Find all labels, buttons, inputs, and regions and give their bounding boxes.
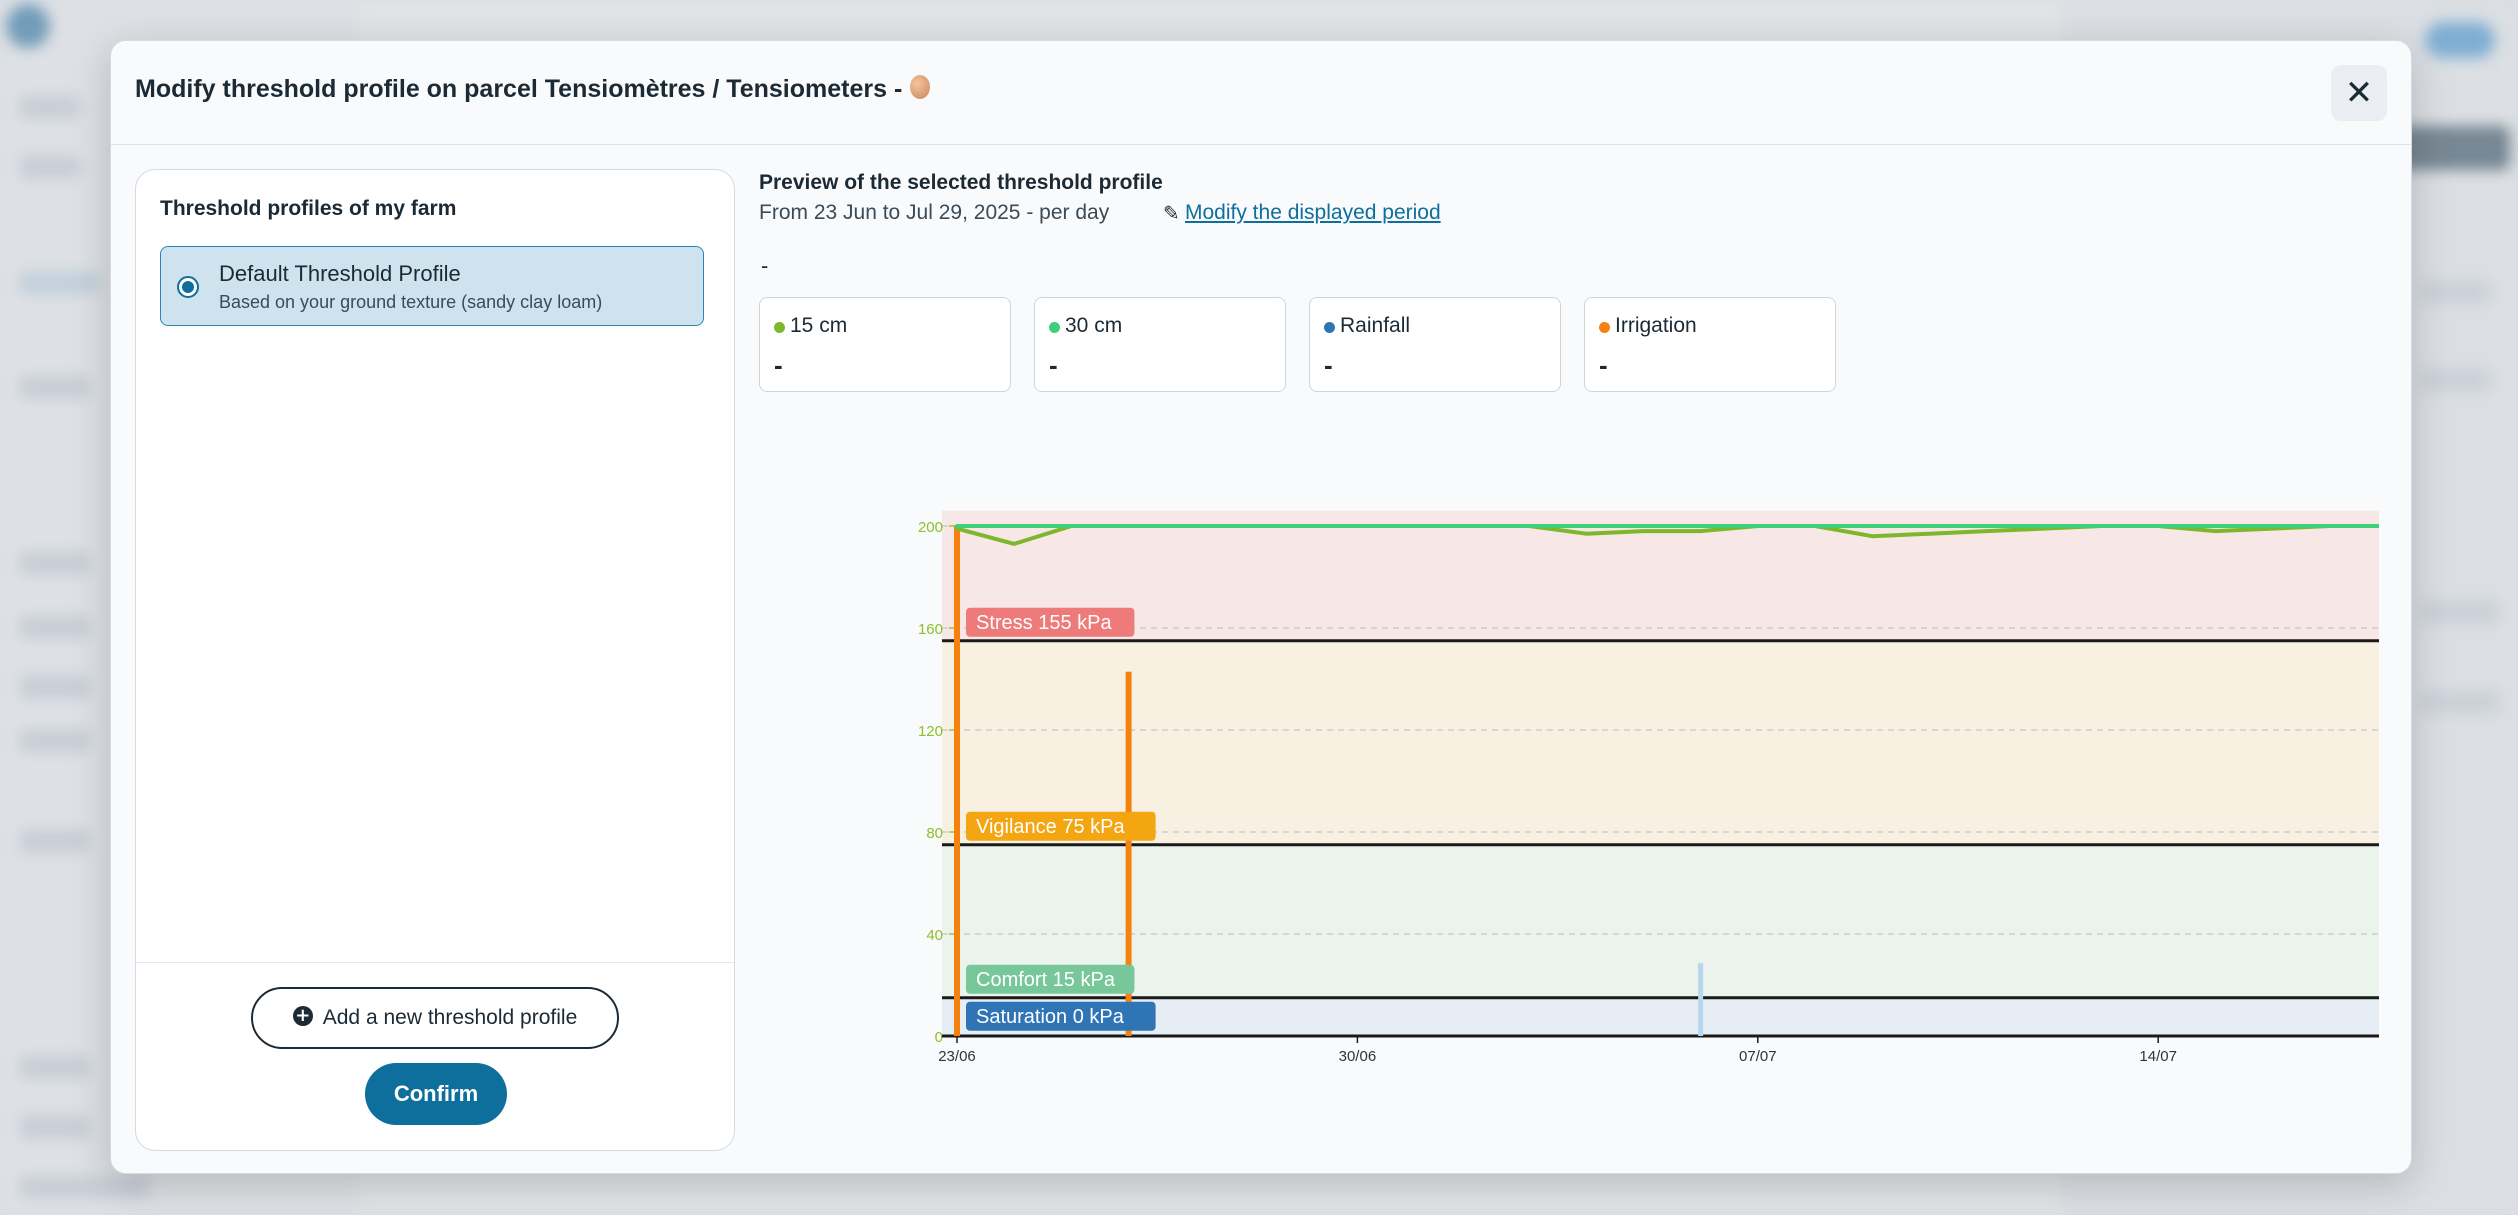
background-nav-item [20, 676, 90, 698]
modal-header: Modify threshold profile on parcel Tensi… [111, 41, 2411, 145]
metric-value: - [1324, 350, 1333, 380]
background-toggle [2425, 22, 2495, 58]
legend-dot-irrigation [1599, 322, 1610, 333]
metric-label: 30 cm [1065, 314, 1123, 337]
zone-badge-comfort: Comfort 15 kPa [966, 964, 1135, 994]
metric-label: 15 cm [790, 314, 848, 337]
irrigation-bar [1125, 671, 1132, 1036]
legend-dot-rainfall [1324, 322, 1335, 333]
y-left-tick-label: 80 [926, 825, 943, 842]
modal-title: Modify threshold profile on parcel Tensi… [135, 75, 931, 104]
y-left-tick-label: 120 [918, 723, 943, 740]
x-tick-label: 23/06 [938, 1048, 976, 1065]
irrigation-bar [954, 526, 960, 1036]
background-nav-item [20, 156, 80, 178]
selected-date-value: - [761, 253, 769, 278]
background-pill [2420, 690, 2500, 714]
zone-badge-bg [966, 811, 1156, 841]
metric-value: - [1049, 350, 1058, 380]
profile-name: Default Threshold Profile [219, 261, 461, 286]
metric-value: - [1599, 350, 1608, 380]
add-threshold-profile-label: Add a new threshold profile [322, 1006, 578, 1029]
plus-circle-icon: + [292, 1006, 313, 1027]
zone-badge-bg [966, 964, 1135, 994]
metric-card-30cm: 30 cm - [1034, 297, 1286, 392]
y-left-tick-label: 160 [918, 621, 943, 638]
potato-icon [910, 75, 931, 100]
threshold-profile-modal: Modify threshold profile on parcel Tensi… [110, 40, 2412, 1174]
background-nav-item [20, 616, 90, 638]
background-nav-item [20, 730, 90, 752]
close-button[interactable]: ✕ [2331, 65, 2387, 121]
profile-option-default[interactable]: Default Threshold Profile Based on your … [160, 246, 704, 326]
background-pill [2420, 368, 2490, 392]
modal-title-text: Modify threshold profile on parcel Tensi… [135, 75, 903, 103]
background-logo [6, 4, 50, 48]
background-nav-item [20, 376, 90, 398]
background-nav-item [20, 96, 80, 118]
threshold-chart[interactable]: 004011.28022.412033.616044.82005623/0630… [759, 461, 2379, 1081]
background-nav-item [20, 272, 100, 294]
profile-description: Based on your ground texture (sandy clay… [219, 292, 603, 312]
background-nav-item [20, 830, 90, 852]
add-threshold-profile-button[interactable]: + Add a new threshold profile [251, 987, 619, 1049]
legend-dot-30cm [1049, 322, 1060, 333]
zone-badge-stress: Stress 155 kPa [966, 607, 1135, 637]
zone-saturation [942, 997, 2379, 1036]
metric-label: Rainfall [1340, 314, 1411, 337]
confirm-button[interactable]: Confirm [365, 1063, 507, 1125]
background-pill [2420, 600, 2500, 624]
zone-vigilance [942, 640, 2379, 845]
zone-badge-bg [966, 1001, 1156, 1031]
preview-period: From 23 Jun to Jul 29, 2025 - per day [759, 201, 1110, 224]
y-left-tick-label: 40 [926, 927, 943, 944]
zone-badge-label: Stress 155 kPa [976, 612, 1113, 634]
pencil-icon[interactable]: ✎ [1163, 201, 1180, 225]
zone-badge-bg [966, 607, 1135, 637]
rainfall-bar [1698, 963, 1704, 1036]
preview-title: Preview of the selected threshold profil… [759, 171, 1163, 194]
background-nav-item [20, 1056, 90, 1078]
metric-card-15cm: 15 cm - [759, 297, 1011, 392]
metric-value: - [774, 350, 783, 380]
y-left-tick-label: 200 [918, 519, 943, 536]
x-tick-label: 07/07 [1739, 1048, 1777, 1065]
zone-badge-vigilance: Vigilance 75 kPa [966, 811, 1156, 841]
zone-badge-label: Saturation 0 kPa [976, 1006, 1125, 1028]
background-pill [2420, 280, 2490, 304]
threshold-profiles-panel: Threshold profiles of my farm Default Th… [135, 169, 735, 1151]
threshold-profiles-title: Threshold profiles of my farm [160, 197, 457, 220]
zone-badge-label: Vigilance 75 kPa [976, 816, 1126, 838]
profile-radio-icon[interactable] [177, 276, 199, 298]
panel-divider [136, 962, 734, 963]
metric-card-irrigation: Irrigation - [1584, 297, 1836, 392]
background-nav-item [20, 1176, 150, 1198]
x-tick-label: 14/07 [2139, 1048, 2177, 1065]
zone-comfort [942, 844, 2379, 998]
metric-label: Irrigation [1615, 314, 1697, 337]
background-nav-item [20, 1116, 90, 1138]
zone-badge-label: Comfort 15 kPa [976, 969, 1116, 991]
legend-dot-15cm [774, 322, 785, 333]
background-nav-item [20, 552, 90, 574]
y-left-tick-label: 0 [935, 1029, 943, 1046]
modify-period-link[interactable]: Modify the displayed period [1185, 201, 1441, 224]
metric-card-rainfall: Rainfall - [1309, 297, 1561, 392]
x-tick-label: 30/06 [1339, 1048, 1377, 1065]
zone-badge-saturation: Saturation 0 kPa [966, 1001, 1156, 1031]
